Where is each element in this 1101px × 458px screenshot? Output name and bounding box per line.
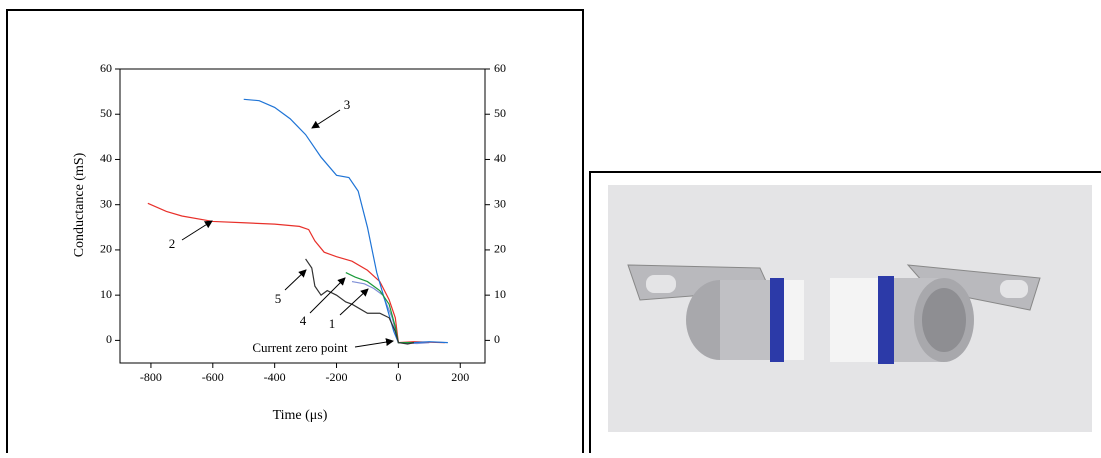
y-tick-label: 50: [100, 106, 112, 120]
annotation-arrow: [309, 277, 346, 314]
y2-tick-label: 0: [494, 332, 500, 346]
annotation-arrow: [311, 109, 341, 129]
tab-hole: [1000, 280, 1028, 298]
photo-panel: [589, 171, 1101, 458]
y-tick-label: 20: [100, 242, 112, 256]
x-tick-label: -200: [326, 370, 348, 384]
y2-tick-label: 40: [494, 151, 506, 165]
y2-tick-label: 60: [494, 61, 506, 75]
annotation-arrow: [181, 220, 213, 241]
chart-panel: [6, 9, 584, 458]
y-tick-label: 40: [100, 151, 112, 165]
annotation-arrow: [284, 269, 307, 291]
annotation-arrow: [354, 338, 394, 348]
y-tick-label: 10: [100, 287, 112, 301]
photo: [608, 185, 1092, 432]
y-tick-label: 60: [100, 61, 112, 75]
y2-tick-label: 10: [494, 287, 506, 301]
annotation: Current zero point: [252, 340, 348, 355]
fuse-band: [770, 278, 784, 362]
x-tick-label: 0: [395, 370, 401, 384]
x-tick-label: -600: [202, 370, 224, 384]
series-line: [243, 98, 448, 344]
y-tick-label: 0: [106, 332, 112, 346]
fuse-cap-end: [922, 288, 966, 352]
tab-hole: [646, 275, 676, 293]
y2-tick-label: 30: [494, 196, 506, 210]
annotation-arrow: [339, 288, 369, 316]
y2-tick-label: 50: [494, 106, 506, 120]
series-line: [147, 202, 445, 344]
series-line: [351, 280, 430, 345]
curve-label: 1: [329, 316, 336, 331]
curve-label: 3: [344, 97, 351, 112]
curve-label: 4: [300, 313, 307, 328]
plot-frame: [119, 68, 486, 364]
y-axis-label: Conductance (mS): [72, 152, 87, 257]
y-tick-label: 30: [100, 196, 112, 210]
x-tick-label: 200: [451, 370, 469, 384]
curve-label: 5: [275, 291, 282, 306]
y2-tick-label: 20: [494, 242, 506, 256]
fuse-body: [784, 280, 804, 360]
fuse-band: [878, 276, 894, 364]
x-tick-label: -800: [140, 370, 162, 384]
x-axis-label: Time (μs): [273, 408, 328, 423]
curve-label: 2: [169, 236, 176, 251]
x-tick-label: -400: [264, 370, 286, 384]
